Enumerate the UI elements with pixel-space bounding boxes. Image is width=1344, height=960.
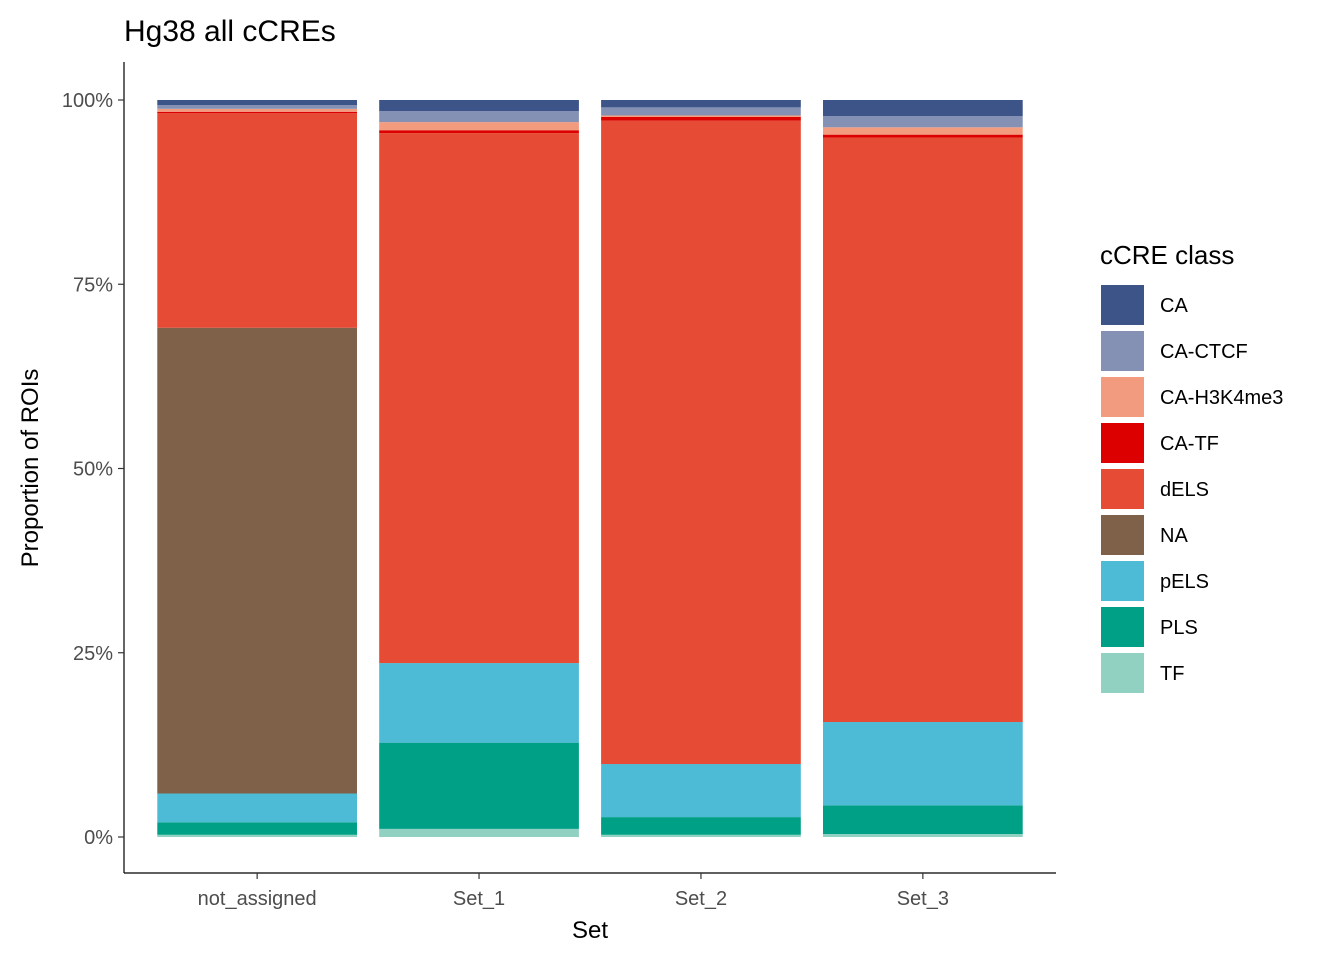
bar-Set_3-CA [823,100,1023,117]
x-tick-label: Set_2 [675,888,727,910]
legend-key-dELS [1101,469,1144,509]
x-tick-label: not_assigned [198,888,317,910]
bar-Set_1-CA-TF [379,130,579,134]
bar-not_assigned-NA [157,327,357,794]
legend-key-CA-TF [1101,423,1144,463]
bar-not_assigned-CA-CTCF [157,105,357,109]
legend-label-NA: NA [1160,525,1188,547]
legend-label-CA: CA [1160,295,1188,317]
bar-not_assigned-PLS [157,822,357,835]
bar-Set_2-TF [601,834,801,837]
bar-Set_3-CA-H3K4me3 [823,127,1023,135]
bar-not_assigned-CA-H3K4me3 [157,108,357,112]
legend-label-PLS: PLS [1160,617,1198,639]
legend-label-dELS: dELS [1160,479,1209,501]
y-ticks-group: 0% 25% 50% 75% 100% [62,90,124,849]
bar-Set_3-TF [823,834,1023,837]
legend-key-CA-H3K4me3 [1101,377,1144,417]
bar-not_assigned-dELS [157,113,357,328]
y-tick-label: 100% [62,90,113,112]
bar-Set_3-PLS [823,805,1023,835]
bar-Set_2-CA-TF [601,116,801,121]
bars-group [157,100,1023,837]
bar-Set_1-pELS [379,663,579,743]
legend-label-CA-CTCF: CA-CTCF [1160,341,1248,363]
legend-key-CA [1101,285,1144,325]
legend: CA CA-CTCF CA-H3K4me3 CA-TF dELS NA pELS PLS TF [1101,285,1283,693]
bar-Set_3-CA-CTCF [823,116,1023,128]
legend-key-NA [1101,515,1144,555]
y-tick-label: 0% [84,827,113,849]
x-ticks-group: not_assigned Set_1 Set_2 Set_3 [198,873,949,910]
legend-key-CA-CTCF [1101,331,1144,371]
legend-label-pELS: pELS [1160,571,1209,593]
bar-Set_1-CA-CTCF [379,111,579,123]
bar-not_assigned-TF [157,834,357,837]
x-axis-title: Set [572,917,608,944]
bar-Set_3-pELS [823,722,1023,806]
legend-key-pELS [1101,561,1144,601]
legend-label-CA-H3K4me3: CA-H3K4me3 [1160,387,1283,409]
bar-Set_2-CA [601,100,801,108]
bar-Set_2-dELS [601,120,801,765]
y-tick-label: 25% [73,643,113,665]
x-tick-label: Set_1 [453,888,505,910]
bar-Set_1-CA-H3K4me3 [379,122,579,131]
x-tick-label: Set_3 [897,888,949,910]
bar-Set_1-CA [379,100,579,112]
y-tick-label: 75% [73,274,113,296]
y-tick-label: 50% [73,459,113,481]
bar-Set_3-dELS [823,137,1023,723]
legend-label-CA-TF: CA-TF [1160,433,1219,455]
chart-title: Hg38 all cCREs [124,15,336,48]
bar-not_assigned-CA [157,100,357,106]
legend-key-TF [1101,653,1144,693]
bar-Set_2-PLS [601,817,801,835]
bar-Set_1-PLS [379,742,579,829]
y-axis-title: Proportion of ROIs [17,369,44,568]
bar-Set_2-pELS [601,764,801,818]
legend-key-PLS [1101,607,1144,647]
bar-not_assigned-pELS [157,793,357,823]
bar-Set_2-CA-CTCF [601,107,801,116]
bar-Set_1-TF [379,828,579,837]
bar-Set_1-dELS [379,133,579,664]
bar-not_assigned-CA-TF [157,111,357,114]
bar-Set_2-CA-H3K4me3 [601,115,801,117]
legend-title: cCRE class [1100,240,1234,270]
legend-label-TF: TF [1160,663,1184,685]
bar-Set_3-CA-TF [823,134,1023,138]
